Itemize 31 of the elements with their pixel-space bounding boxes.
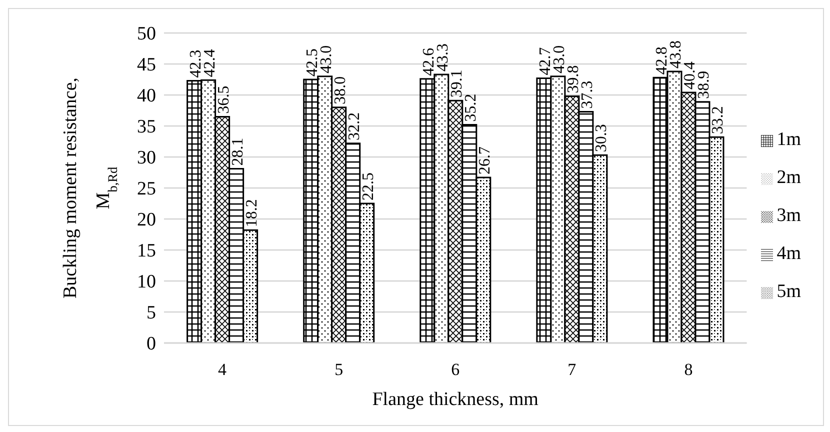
legend-label: 1m [776, 129, 801, 150]
data-label: 36.5 [215, 86, 232, 114]
y-tick-label: 45 [137, 54, 156, 76]
x-tick-label: 7 [568, 360, 577, 380]
data-label: 22.5 [360, 172, 377, 200]
x-tick-label: 6 [451, 360, 460, 380]
legend-label: 3m [776, 205, 801, 226]
y-tick-label: 30 [137, 148, 156, 169]
data-label: 30.3 [592, 124, 610, 152]
y-tick-label: 0 [146, 334, 156, 355]
x-tick-label: 5 [334, 360, 344, 380]
x-tick-label: 4 [218, 360, 228, 380]
data-label: 32.2 [346, 112, 363, 140]
legend-label: 4m [776, 243, 801, 264]
data-label: 26.7 [476, 146, 494, 174]
y-tick-label: 35 [137, 116, 156, 138]
legend-label: 2m [776, 167, 801, 188]
x-tick-label: 8 [684, 360, 693, 380]
y-tick-label: 50 [137, 24, 156, 45]
y-tick-label: 25 [137, 178, 156, 200]
y-tick-label: 40 [137, 86, 156, 107]
data-label: 38.0 [332, 76, 349, 104]
y-tick-label: 15 [137, 240, 156, 262]
data-label: 18.2 [243, 199, 260, 228]
legend-label: 5m [776, 281, 801, 302]
y-tick-label: 5 [146, 302, 156, 324]
data-label: 33.2 [709, 106, 726, 134]
x-axis-title: Flange thickness, mm [372, 389, 539, 410]
y-tick-label: 10 [137, 272, 156, 293]
y-tick-label: 20 [137, 210, 156, 231]
data-label: 28.1 [229, 138, 246, 166]
